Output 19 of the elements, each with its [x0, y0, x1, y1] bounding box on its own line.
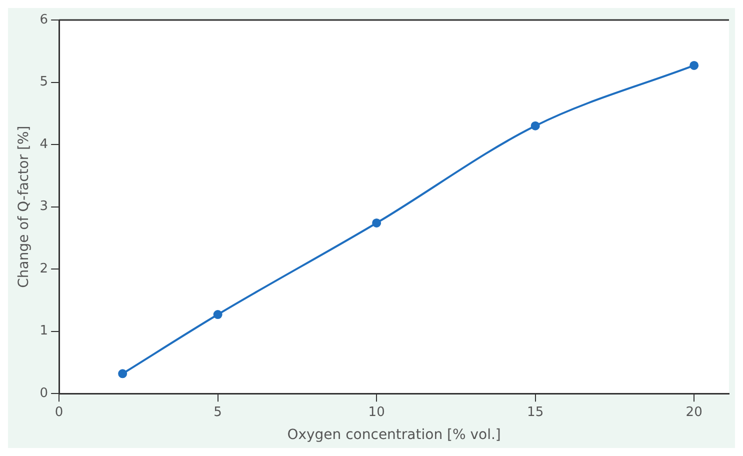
point: [530, 121, 540, 130]
x-tick-label: 20: [686, 404, 702, 420]
y-tick-label: 5: [40, 74, 48, 90]
point: [372, 218, 382, 228]
x-axis-title: Oxygen concentration [% vol.]: [287, 427, 501, 444]
y-tick-label: 4: [40, 136, 48, 152]
point: [690, 60, 699, 70]
y-tick-label: 2: [40, 261, 48, 276]
x-tick-label: 5: [214, 404, 222, 420]
point: [213, 310, 222, 320]
point: [118, 369, 128, 378]
x-tick-label: 10: [368, 404, 385, 420]
y-tick-label: 0: [40, 386, 48, 401]
x-tick-label: 0: [54, 404, 64, 420]
y-axis-title: Change of Q-factor [%]: [16, 126, 32, 288]
y-tick-label: 1: [40, 324, 48, 339]
y-tick-label: 6: [40, 12, 48, 28]
x-tick-label: 15: [527, 404, 544, 420]
y-tick-label: 3: [40, 199, 48, 214]
